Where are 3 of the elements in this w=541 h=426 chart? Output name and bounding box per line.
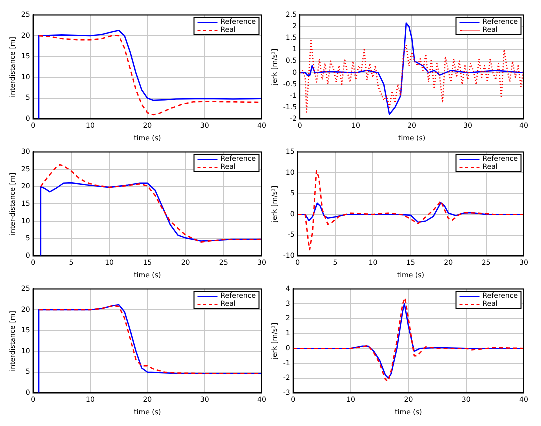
line-series: [300, 40, 524, 113]
line-series: [40, 164, 262, 243]
line-series: [298, 170, 524, 251]
